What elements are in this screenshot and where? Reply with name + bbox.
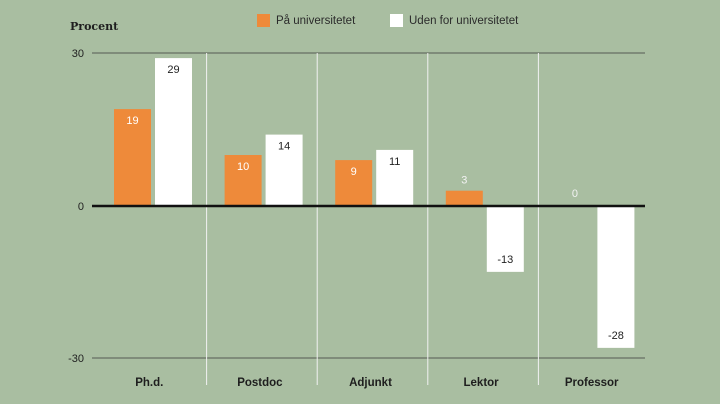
bar — [376, 149, 414, 206]
x-tick-label: Ph.d. — [135, 377, 163, 389]
legend-item-off-campus: Uden for universitetet — [390, 14, 518, 27]
bar — [224, 155, 262, 206]
bar — [114, 109, 151, 206]
y-tick-label: 30 — [72, 48, 84, 60]
data-label: 29 — [167, 64, 179, 76]
data-label: 0 — [572, 188, 578, 200]
data-label: 3 — [461, 175, 467, 187]
data-label: 14 — [278, 141, 290, 153]
x-tick-label: Professor — [565, 377, 619, 389]
data-label: 9 — [351, 166, 357, 178]
data-label: -13 — [497, 254, 513, 266]
data-label: 11 — [389, 156, 400, 168]
bar — [486, 206, 524, 272]
legend-item-on-campus: På universitetet — [257, 14, 355, 27]
bar — [155, 58, 192, 206]
legend-swatch-orange — [257, 14, 270, 27]
bar — [597, 206, 635, 348]
data-label: 19 — [126, 115, 138, 127]
legend-label-off-campus: Uden for universitetet — [409, 14, 519, 27]
legend-label-on-campus: På universitetet — [276, 14, 356, 27]
data-label: 10 — [237, 161, 249, 173]
bar — [445, 190, 483, 206]
x-tick-label: Lektor — [464, 377, 500, 389]
x-tick-label: Adjunkt — [349, 377, 392, 389]
x-tick-label: Postdoc — [237, 377, 283, 389]
y-tick-label: 0 — [78, 201, 84, 213]
legend: På universitetet Uden for universitetet — [0, 14, 720, 34]
legend-swatch-white — [390, 14, 403, 27]
y-axis-title: Procent — [70, 20, 119, 33]
bar — [265, 134, 303, 206]
bar — [335, 160, 373, 206]
y-tick-label: -30 — [68, 353, 84, 365]
data-label: -28 — [608, 330, 624, 342]
